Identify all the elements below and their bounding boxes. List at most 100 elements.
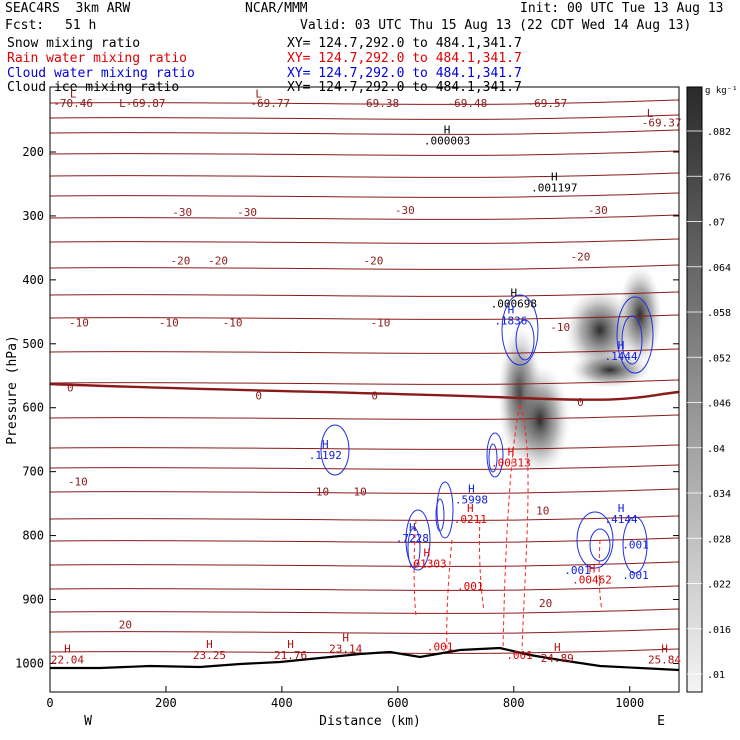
isotherm-label: L <box>647 107 654 120</box>
rain-water-contour <box>519 404 529 651</box>
isotherm-label: 10 <box>354 485 367 498</box>
colorbar-tick-label: .022 <box>707 580 731 591</box>
cloud-water-contour <box>486 432 504 478</box>
cloud-water-contour <box>515 319 535 361</box>
y-tick-label: 800 <box>22 529 44 543</box>
colorbar-tick-label: .064 <box>707 263 731 274</box>
cloud-water-contour <box>622 516 648 574</box>
isotherm-label: -69.77 <box>250 97 290 110</box>
y-tick-label: 900 <box>22 593 44 607</box>
extremum-marker: H <box>551 171 558 184</box>
cloud-water-contour <box>501 294 539 366</box>
isotherm-label: -10 <box>159 317 179 330</box>
extremum-value: 21.76 <box>274 649 307 662</box>
isotherm-label: -10 <box>68 476 88 489</box>
snow-mixing-ratio-shading <box>498 265 662 475</box>
rain-water-contour <box>413 519 417 616</box>
model-label: SEAC4RS 3km ARW <box>5 1 131 16</box>
extremum-value: .00462 <box>572 574 612 587</box>
isotherm-label: 0 <box>577 396 584 409</box>
extremum-value: .4144 <box>604 513 637 526</box>
y-tick-label: 1000 <box>15 656 44 670</box>
isotherm-label: -20 <box>364 255 384 268</box>
y-tick-label: 700 <box>22 465 44 479</box>
isotherm-label: -10 <box>223 317 243 330</box>
isotherm-label: -70.46 <box>53 97 93 110</box>
isotherm-label: 0 <box>255 389 262 402</box>
field-xy-rain: XY= 124.7,292.0 to 484.1,341.7 <box>287 51 522 66</box>
extremum-value: .7228 <box>396 532 429 545</box>
colorbar-tick-label: .01 <box>707 670 725 681</box>
extremum-value: .00313 <box>491 457 531 470</box>
extremum-marker: H <box>554 641 561 654</box>
y-axis-label: Pressure (hPa) <box>5 335 20 445</box>
field-name-snow: Snow mixing ratio <box>7 36 141 51</box>
extremum-value: 25.84 <box>648 653 681 666</box>
rain-water-contour <box>598 539 603 611</box>
colorbar-tick-label: .034 <box>707 489 731 500</box>
isotherm-label: -30 <box>237 206 257 219</box>
y-tick-label: 600 <box>22 401 44 415</box>
rain-water-contour <box>478 519 485 611</box>
y-tick-label: 300 <box>22 209 44 223</box>
plot-frame <box>49 86 680 693</box>
extremum-marker: H <box>618 339 625 352</box>
isotherm-line <box>49 628 680 634</box>
colorbar-tick-label: .052 <box>707 353 731 364</box>
isotherm-label: -10 <box>550 321 570 334</box>
east-label: E <box>657 714 665 729</box>
field-name-rain: Rain water mixing ratio <box>7 51 188 66</box>
extremum-marker: H <box>468 483 475 496</box>
field-xy-snow: XY= 124.7,292.0 to 484.1,341.7 <box>287 36 522 51</box>
extremum-marker: H <box>510 286 517 299</box>
forecast-hours: 51 h <box>65 18 97 33</box>
extremum-value: 23.25 <box>193 649 226 662</box>
isotherm-label: -69.48 <box>448 97 488 110</box>
snow-shade-blob <box>510 365 570 475</box>
isotherm-label: -69.38 <box>359 97 399 110</box>
extremum-marker: H <box>322 438 329 451</box>
west-label: W <box>84 714 92 729</box>
zero-degree-isotherm <box>49 382 680 401</box>
extremum-marker: H <box>409 521 416 534</box>
extremum-value: .001 <box>622 569 649 582</box>
isotherm-line <box>49 291 680 297</box>
extremum-value: .000003 <box>424 134 470 147</box>
extremum-marker: H <box>508 304 515 317</box>
extremum-marker: H <box>508 446 515 459</box>
isotherm-label: -69.57 <box>528 97 568 110</box>
extremum-marker: H <box>589 563 596 576</box>
colorbar-unit: g kg⁻¹ <box>705 86 738 96</box>
isotherm-line <box>49 314 680 320</box>
x-tick-label: 600 <box>387 696 409 710</box>
extremum-value: .1444 <box>604 350 637 363</box>
isotherm-line <box>49 648 680 654</box>
rain-water-contour <box>446 539 453 651</box>
y-tick-label: 200 <box>22 145 44 159</box>
colorbar-tick-label: .058 <box>707 308 731 319</box>
isotherm-label: L <box>70 88 77 101</box>
isotherm-label: -20 <box>171 255 191 268</box>
extremum-value: 22.04 <box>51 653 84 666</box>
extremum-value: .001 <box>622 538 649 551</box>
extremum-value: .5998 <box>455 494 488 507</box>
isotherm-line <box>49 238 680 244</box>
extremum-marker: H <box>206 638 213 651</box>
extremum-marker: H <box>342 632 349 645</box>
extremum-value: .001 <box>457 580 484 593</box>
isotherm-line <box>49 214 680 220</box>
isotherm-contours <box>49 99 680 654</box>
rain-water-contours <box>413 404 603 651</box>
isotherm-label: -69.37 <box>642 116 682 129</box>
isotherm-label: 0 <box>67 382 74 395</box>
isotherm-line <box>49 585 680 591</box>
isotherm-line <box>49 348 680 354</box>
isotherm-line <box>49 464 680 470</box>
colorbar-tick-label: .076 <box>707 172 731 183</box>
field-xy-cloud-water: XY= 124.7,292.0 to 484.1,341.7 <box>287 66 522 81</box>
isotherm-label: 20 <box>119 618 132 631</box>
x-tick-label: 800 <box>503 696 525 710</box>
colorbar: .082 .076 .07 .064 .058 .052 .046 .04 .034 .028 .0… <box>686 86 731 693</box>
isotherm-label: -10 <box>69 317 89 330</box>
